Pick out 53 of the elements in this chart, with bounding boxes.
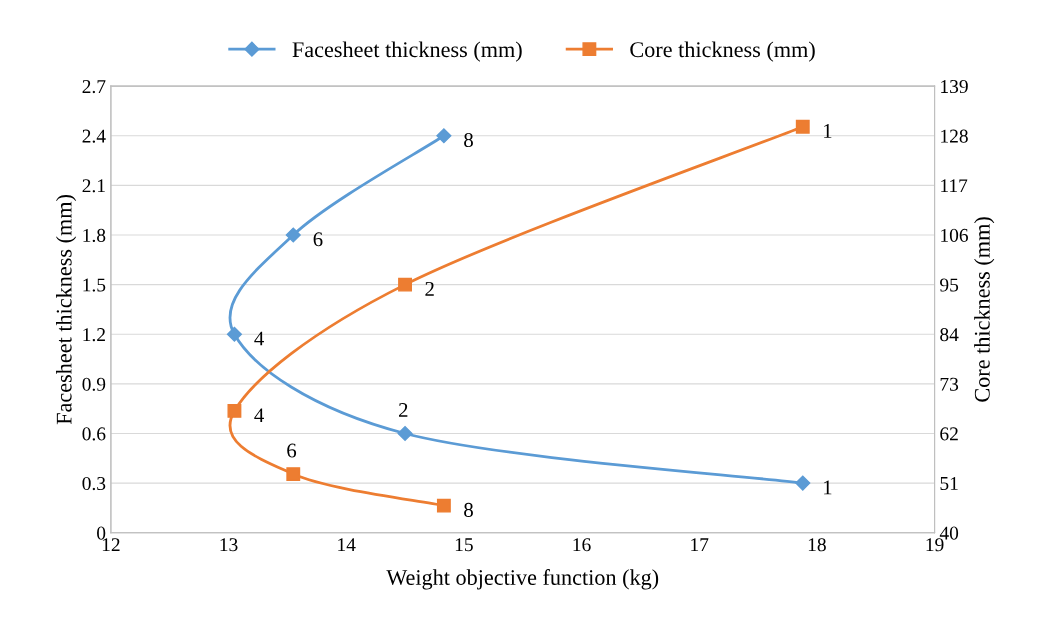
y2-tick-label: 106 <box>941 228 969 242</box>
annotation: 6 <box>287 443 297 458</box>
y-tick-label: 2.4 <box>82 129 106 143</box>
y-axis-title: Facesheet thickness (mm) <box>56 195 77 425</box>
point <box>398 277 412 292</box>
annotation: 2 <box>425 281 434 296</box>
point <box>795 119 810 134</box>
y2-tick-label: 128 <box>941 129 968 143</box>
x-tick-label: 15 <box>455 538 473 552</box>
point <box>285 227 301 243</box>
y-tick-label: 0.9 <box>82 377 106 391</box>
annotation: 8 <box>464 133 473 148</box>
annotation: 1 <box>824 124 832 138</box>
point <box>436 128 452 144</box>
y-tick-label: 2.1 <box>82 179 105 193</box>
y2-tick-label: 73 <box>940 377 959 391</box>
y-tick-label: 1.5 <box>83 278 106 292</box>
y-tick-label: 1.8 <box>83 228 106 243</box>
annotation: 1 <box>824 480 832 495</box>
annotation: 4 <box>254 408 264 423</box>
legend-label: Core thickness (mm) <box>630 41 815 62</box>
y2-tick-label: 84 <box>940 328 959 342</box>
y-tick-label: 0.3 <box>82 476 106 491</box>
x-tick-label: 12 <box>102 538 120 552</box>
annotation: 2 <box>399 403 408 417</box>
point <box>226 326 243 342</box>
x-axis-title: Weight objective function (kg) <box>386 569 659 590</box>
point <box>436 498 451 513</box>
annotation: 6 <box>313 232 323 247</box>
y2-tick-label: 62 <box>940 427 958 441</box>
x-tick-label: 19 <box>926 538 944 552</box>
point <box>227 403 242 418</box>
y-tick-label: 0.6 <box>82 427 106 441</box>
y2-tick-label: 51 <box>940 477 958 491</box>
annotation: 4 <box>254 331 264 346</box>
x-tick-label: 18 <box>808 538 826 552</box>
x-tick-label: 14 <box>338 538 356 552</box>
legend-label: Facesheet thickness (mm) <box>292 41 522 62</box>
y2-tick-label: 40 <box>939 526 959 540</box>
annotation: 8 <box>464 502 473 517</box>
x-tick-label: 13 <box>220 538 238 552</box>
point <box>795 475 811 491</box>
point <box>286 467 301 482</box>
x-tick-label: 16 <box>573 538 591 552</box>
y-tick-label: 1.2 <box>83 328 105 342</box>
y2-tick-label: 95 <box>940 278 959 292</box>
y2-tick-label: 117 <box>941 179 968 193</box>
point <box>397 425 413 442</box>
y-tick-label: 0 <box>97 526 106 540</box>
y2-tick-label: 139 <box>941 80 968 94</box>
y2-axis-title: Core thickness (mm) <box>974 217 995 402</box>
x-tick-label: 17 <box>691 538 709 552</box>
y-tick-label: 2.7 <box>82 80 106 94</box>
